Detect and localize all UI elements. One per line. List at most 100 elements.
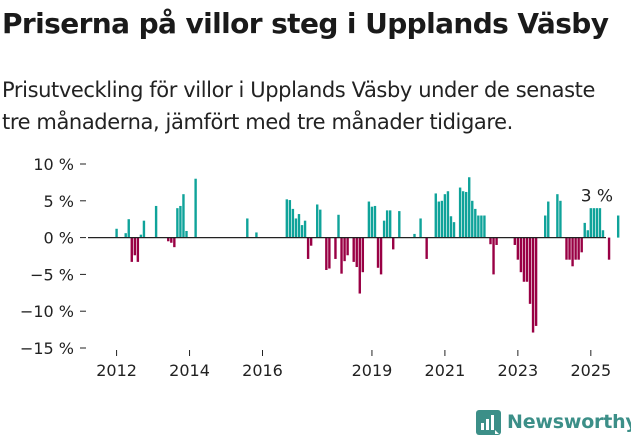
bar bbox=[598, 208, 602, 238]
bar bbox=[370, 206, 374, 238]
bar bbox=[489, 237, 492, 245]
bar bbox=[592, 208, 596, 238]
bar bbox=[595, 208, 599, 238]
bar bbox=[309, 237, 313, 246]
bar bbox=[458, 187, 462, 238]
bar bbox=[434, 193, 437, 238]
bar bbox=[607, 237, 611, 260]
bar bbox=[452, 222, 456, 238]
bar bbox=[565, 237, 568, 260]
bar bbox=[115, 228, 118, 238]
bar bbox=[127, 219, 130, 238]
bar bbox=[337, 214, 340, 238]
bar bbox=[379, 237, 383, 275]
bar bbox=[246, 218, 249, 238]
bar bbox=[176, 208, 179, 238]
bar bbox=[319, 209, 322, 238]
bar bbox=[139, 234, 143, 238]
bar bbox=[352, 237, 355, 262]
bar bbox=[525, 237, 529, 282]
x-tick-label: 2025 bbox=[570, 361, 611, 380]
latest-value-annotation: 3 % bbox=[581, 187, 613, 207]
bar bbox=[586, 230, 589, 238]
bar bbox=[589, 208, 593, 238]
bar bbox=[154, 205, 158, 238]
y-axis: 10 % 5 % 0 % −5 % −10 % −15 % bbox=[20, 155, 86, 358]
x-tick-label: 2021 bbox=[425, 361, 466, 380]
bar bbox=[492, 237, 495, 275]
x-tick-label: 2016 bbox=[242, 361, 283, 380]
bar bbox=[376, 237, 380, 268]
bar-series bbox=[115, 177, 620, 333]
bar bbox=[373, 205, 377, 238]
y-tick-label: −15 % bbox=[20, 339, 74, 358]
bar bbox=[574, 237, 577, 260]
bar bbox=[556, 194, 559, 238]
bar bbox=[306, 237, 310, 259]
bar bbox=[291, 208, 295, 238]
bar bbox=[559, 200, 562, 238]
bar bbox=[516, 237, 520, 260]
page-title: Priserna på villor steg i Upplands Väsby bbox=[2, 7, 609, 40]
bar bbox=[255, 232, 258, 238]
bar bbox=[358, 237, 361, 294]
y-tick-label: 5 % bbox=[44, 192, 74, 211]
bar bbox=[425, 237, 428, 259]
brand-logo: Newsworthy bbox=[476, 408, 631, 436]
bar bbox=[474, 208, 477, 238]
bar bbox=[136, 237, 140, 262]
bar bbox=[483, 215, 486, 238]
bar bbox=[340, 237, 343, 274]
bar bbox=[179, 205, 182, 238]
chart-subtitle: Prisutveckling för villor i Upplands Väs… bbox=[2, 74, 631, 138]
brand-name: Newsworthy bbox=[507, 411, 631, 433]
x-tick-label: 2023 bbox=[498, 361, 539, 380]
bar bbox=[413, 233, 416, 238]
bar bbox=[616, 215, 620, 238]
y-tick-label: −5 % bbox=[30, 265, 74, 284]
bar bbox=[130, 237, 133, 262]
y-tick-label: −10 % bbox=[20, 302, 74, 321]
bar bbox=[513, 237, 517, 245]
bar bbox=[346, 237, 349, 256]
bar bbox=[522, 237, 526, 282]
bar bbox=[461, 191, 465, 238]
bar bbox=[519, 237, 523, 273]
x-tick-label: 2014 bbox=[169, 361, 210, 380]
bar bbox=[343, 237, 346, 262]
bar bbox=[571, 237, 574, 267]
bar bbox=[398, 211, 401, 238]
bar bbox=[124, 233, 127, 238]
bar bbox=[477, 215, 480, 238]
bar bbox=[173, 237, 176, 248]
price-change-bar-chart: 10 %5 %0 %−5 %−10 %−15 % 2012 2014 2016 201… bbox=[20, 155, 620, 380]
bar bbox=[385, 210, 389, 238]
bar-chart-icon bbox=[476, 409, 501, 435]
bar bbox=[288, 200, 292, 238]
y-tick-label: 10 % bbox=[33, 155, 74, 174]
bar bbox=[285, 199, 289, 238]
bar bbox=[328, 237, 331, 269]
bar bbox=[142, 220, 146, 238]
bar bbox=[300, 225, 304, 238]
bar bbox=[583, 222, 586, 238]
bar bbox=[471, 200, 474, 238]
bar bbox=[361, 237, 365, 273]
y-tick-label: 0 % bbox=[44, 229, 74, 248]
bar bbox=[367, 201, 371, 238]
bar bbox=[392, 237, 395, 250]
bar bbox=[547, 201, 550, 238]
bar bbox=[303, 220, 307, 238]
bar bbox=[480, 215, 483, 238]
subtitle-line-2: tre månaderna, jämfört med tre månader t… bbox=[2, 110, 513, 134]
bar bbox=[577, 237, 580, 260]
subtitle-line-1: Prisutveckling för villor i Upplands Väs… bbox=[2, 78, 596, 102]
bar bbox=[182, 194, 185, 238]
bar bbox=[440, 200, 444, 238]
bar bbox=[568, 237, 571, 260]
bar bbox=[464, 191, 468, 238]
bar bbox=[601, 230, 605, 238]
bar bbox=[443, 194, 447, 238]
bar bbox=[437, 201, 441, 238]
x-tick-label: 2012 bbox=[96, 361, 137, 380]
